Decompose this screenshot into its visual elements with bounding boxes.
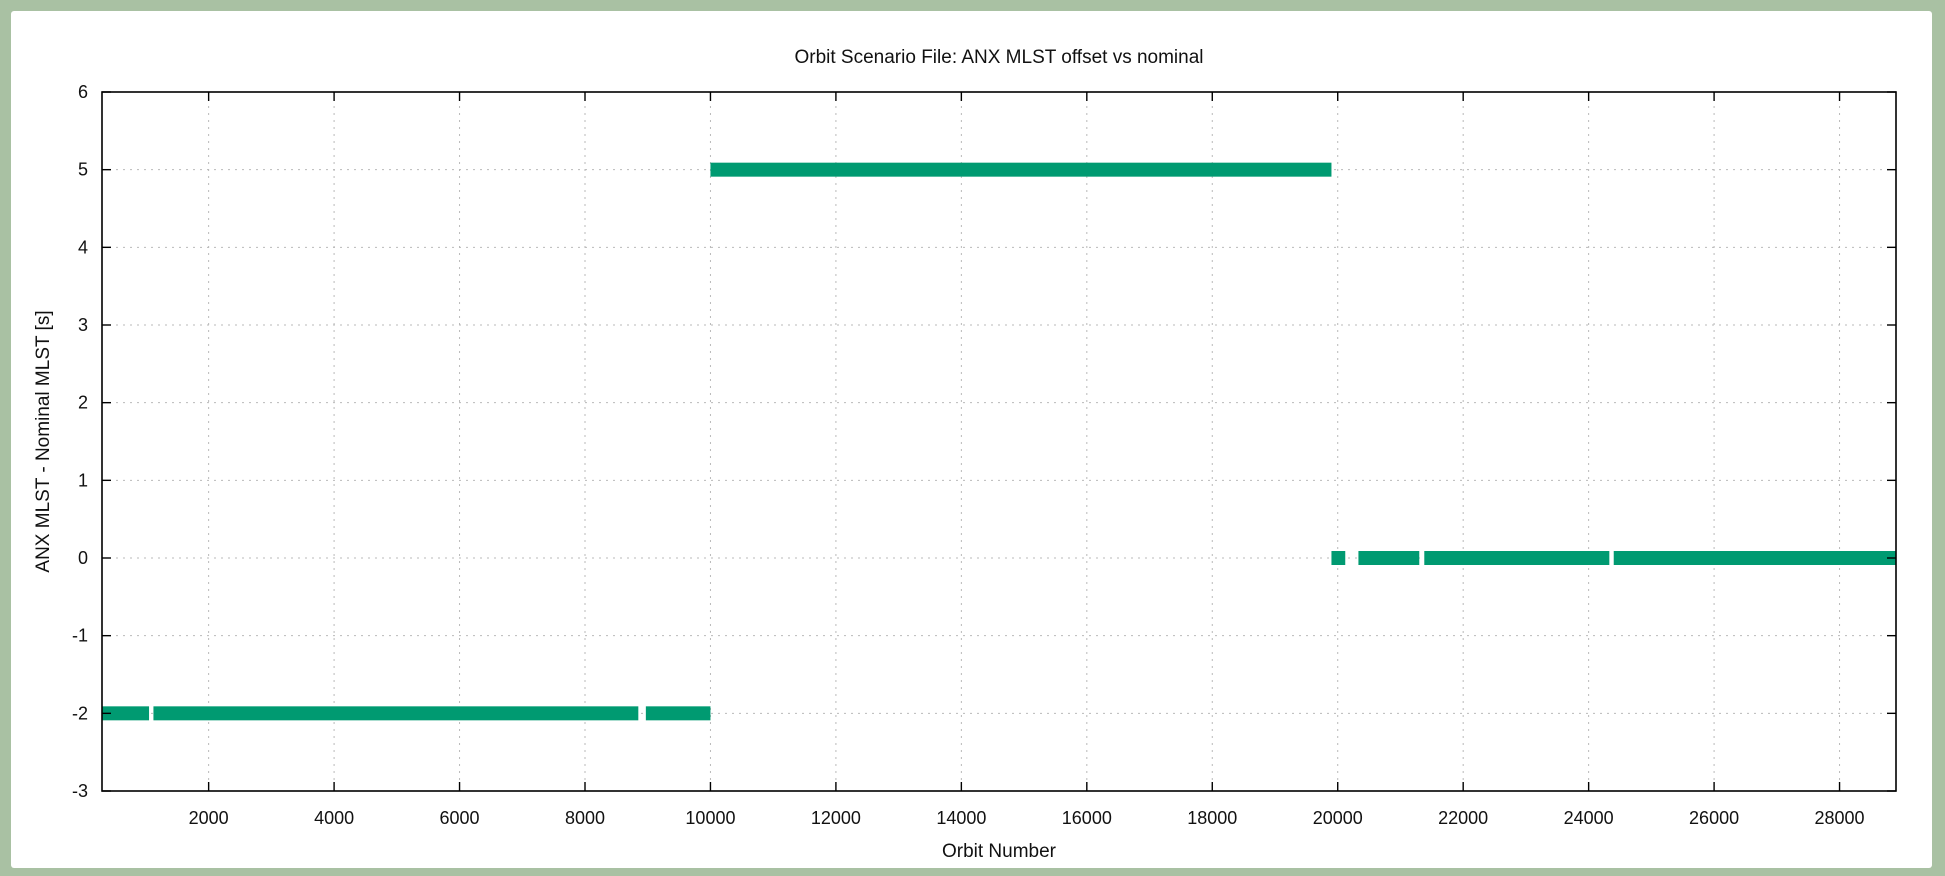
x-tick-label: 20000 [1313, 808, 1363, 828]
y-tick-label: -1 [72, 626, 88, 646]
data-segment [1613, 551, 1896, 565]
y-tick-label: -3 [72, 781, 88, 801]
chart-svg: Orbit Scenario File: ANX MLST offset vs … [33, 47, 1897, 862]
x-axis-label: Orbit Number [942, 841, 1057, 862]
chart-title: Orbit Scenario File: ANX MLST offset vs … [794, 47, 1203, 68]
y-tick-label: 1 [78, 470, 88, 490]
x-tick-label: 24000 [1564, 808, 1614, 828]
x-tick-label: 10000 [685, 808, 735, 828]
x-tick-label: 4000 [314, 808, 354, 828]
data-segment [710, 162, 1332, 177]
plot-border [101, 91, 1897, 792]
x-tick-label: 12000 [811, 808, 861, 828]
grid [102, 92, 1896, 791]
axis-ticks: 2000 4000 6000 8000 10000 12000 14000 16000 1800… [72, 82, 1896, 828]
y-tick-label: 2 [78, 393, 88, 413]
y-tick-label: 5 [78, 160, 88, 180]
x-tick-label: 14000 [936, 808, 986, 828]
x-tick-label: 2000 [189, 808, 229, 828]
data-segment [1331, 551, 1346, 565]
x-tick-label: 28000 [1815, 808, 1865, 828]
y-tick-label: -2 [72, 703, 88, 723]
data-series [102, 162, 1896, 721]
x-tick-label: 18000 [1187, 808, 1237, 828]
data-segment [1358, 551, 1420, 565]
data-segment [1424, 551, 1610, 565]
x-tick-label: 8000 [565, 808, 605, 828]
x-tick-label: 26000 [1689, 808, 1739, 828]
y-axis-label: ANX MLST - Nominal MLST [s] [33, 310, 54, 572]
y-tick-label: 0 [78, 548, 88, 568]
chart-frame: Orbit Scenario File: ANX MLST offset vs … [11, 11, 1932, 868]
data-segment [153, 706, 639, 721]
y-tick-label: 4 [78, 237, 88, 257]
y-tick-label: 3 [78, 315, 88, 335]
x-tick-label: 16000 [1062, 808, 1112, 828]
data-segment [645, 706, 711, 721]
x-tick-label: 22000 [1438, 808, 1488, 828]
y-tick-label: 6 [78, 82, 88, 102]
x-tick-label: 6000 [440, 808, 480, 828]
data-segment [102, 706, 150, 721]
